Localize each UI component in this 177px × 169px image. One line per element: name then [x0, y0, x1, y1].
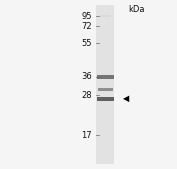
Text: 17: 17 [81, 131, 92, 140]
Bar [96, 5, 114, 164]
Bar [102, 43, 109, 44]
Text: 28: 28 [81, 91, 92, 100]
Polygon shape [123, 96, 129, 102]
Text: 36: 36 [81, 72, 92, 81]
Text: kDa: kDa [129, 5, 145, 14]
Bar [97, 97, 114, 101]
Bar [97, 75, 114, 79]
Text: 55: 55 [82, 39, 92, 48]
Text: 95: 95 [82, 11, 92, 21]
Bar [98, 88, 113, 91]
Text: 72: 72 [81, 22, 92, 31]
Bar [100, 15, 111, 17]
Bar [101, 26, 110, 27]
